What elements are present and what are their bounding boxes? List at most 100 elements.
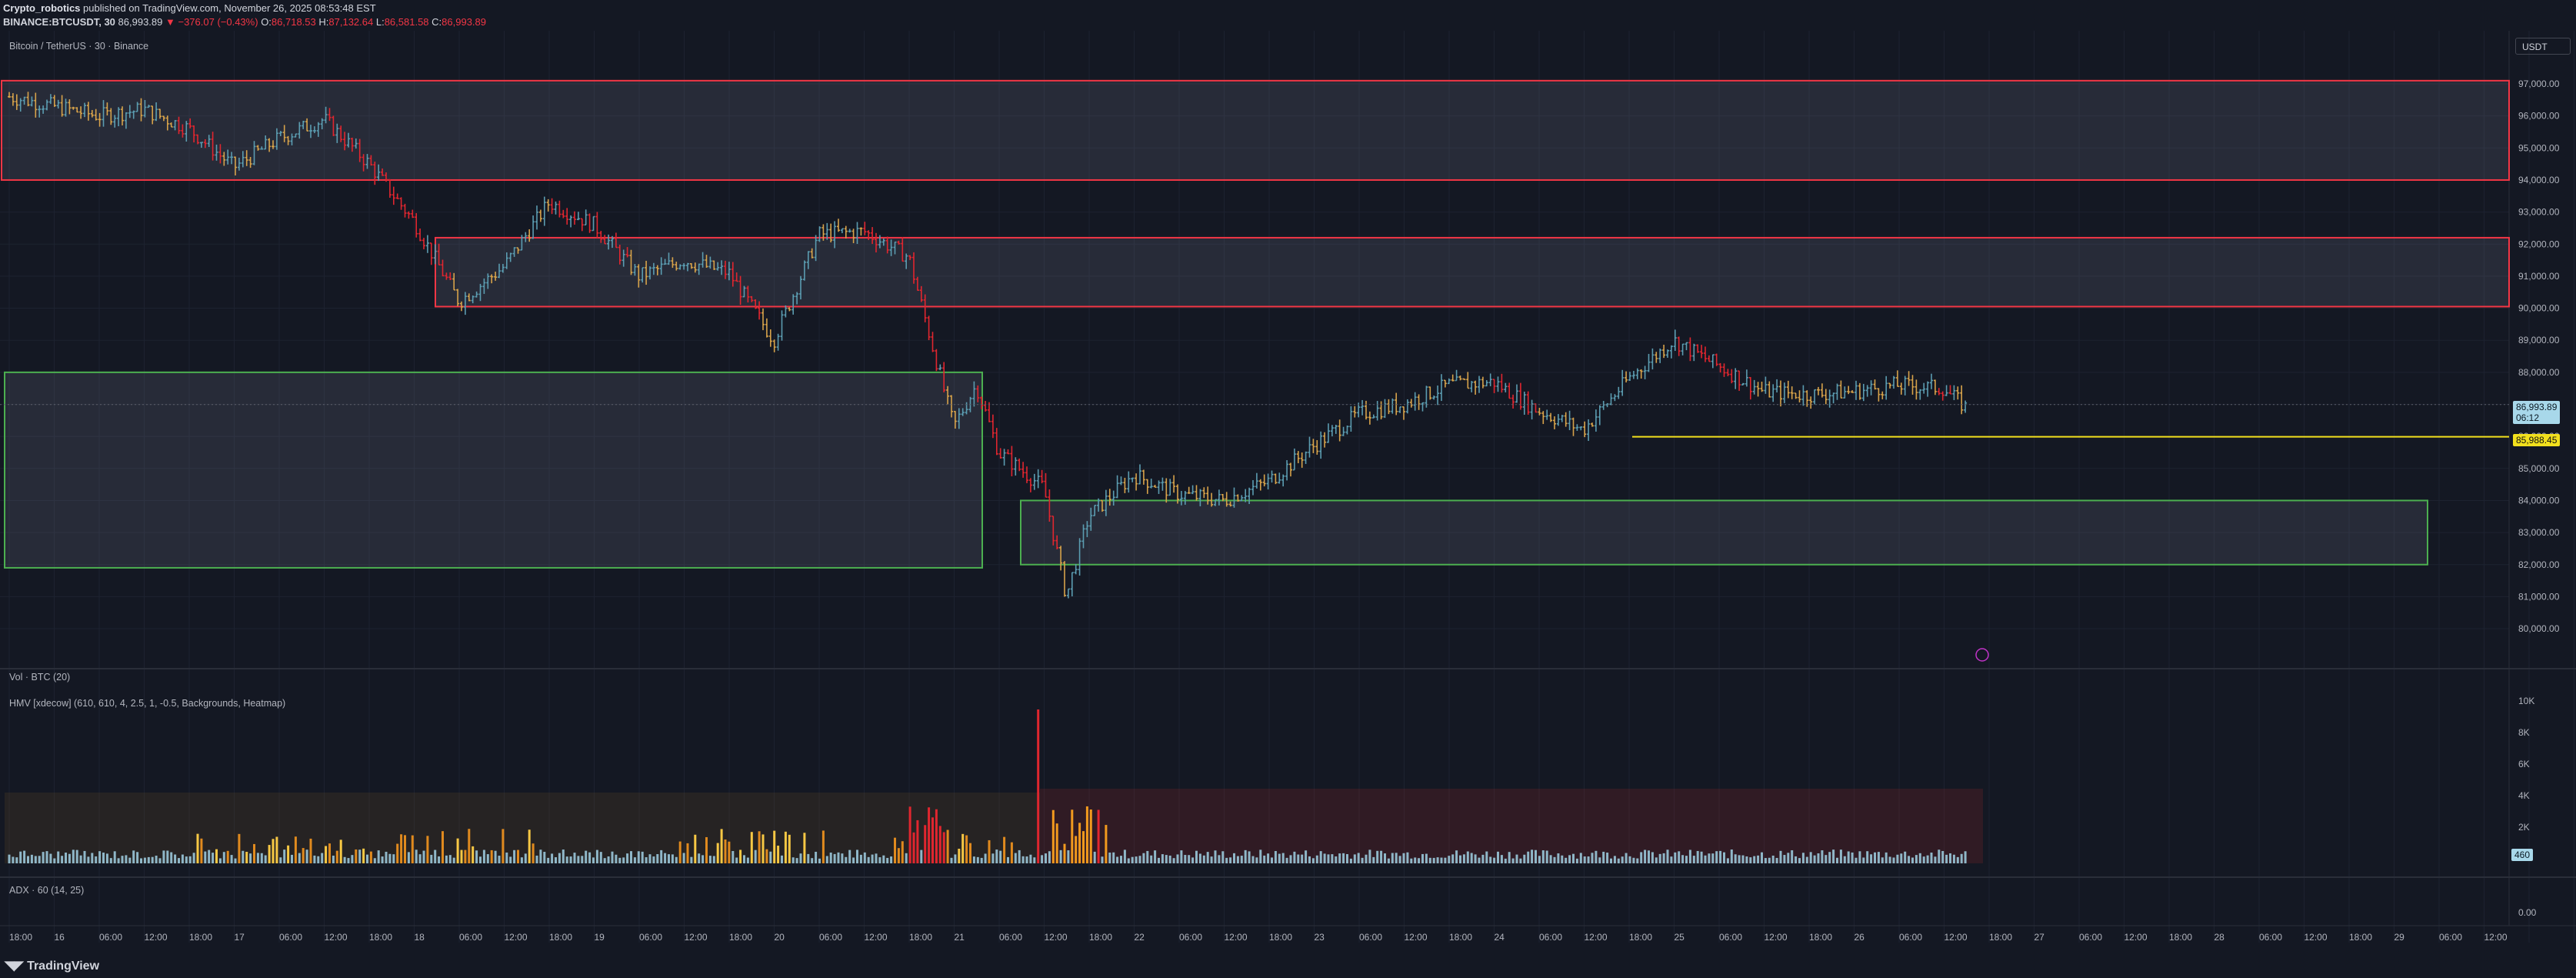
volume-bar — [829, 853, 832, 863]
volume-bar — [1791, 849, 1794, 863]
volume-bar — [1715, 851, 1718, 863]
volume-bar — [1014, 853, 1017, 863]
volume-bar — [27, 856, 29, 863]
volume-bar — [1610, 858, 1612, 863]
symbol-name[interactable]: BINANCE:BTCUSDT, 30 — [3, 16, 115, 28]
volume-bar — [1067, 850, 1070, 863]
volume-bar — [1908, 856, 1911, 863]
volume-bar — [143, 857, 146, 863]
volume-bar — [645, 857, 648, 863]
volume-bar — [1191, 857, 1195, 863]
volume-bar — [1384, 853, 1386, 863]
volume-bar — [765, 849, 768, 863]
volume-bar — [1813, 855, 1816, 863]
currency-button[interactable]: USDT — [2515, 38, 2571, 55]
volume-bar — [335, 850, 338, 863]
volume-bar — [1120, 856, 1122, 863]
volume-bar — [1595, 850, 1598, 863]
volume-bar — [1410, 858, 1413, 863]
volume-bar — [735, 857, 738, 863]
volume-bar — [1180, 850, 1183, 863]
volume-bar — [694, 834, 697, 863]
volume-bar — [249, 853, 252, 863]
last-price-tag: 86,993.89 06:12 — [2513, 401, 2561, 424]
time-axis-label: 18:00 — [1629, 932, 1652, 943]
price-axis-label: 91,000.00 — [2518, 271, 2560, 282]
volume-bar — [325, 846, 328, 863]
volume-bar — [1327, 854, 1330, 863]
author-name[interactable]: Crypto_robotics — [3, 2, 81, 14]
volume-bar — [1281, 853, 1285, 863]
time-axis-label: 06:00 — [2259, 932, 2282, 943]
volume-bar — [218, 858, 222, 863]
time-axis-label: 12:00 — [2124, 932, 2148, 943]
volume-bar — [1432, 857, 1435, 863]
time-axis-label: 12:00 — [2484, 932, 2508, 943]
volume-bar — [1150, 855, 1153, 863]
volume-bar — [664, 853, 667, 863]
hmv-legend[interactable]: HMV [xdecow] (610, 610, 4, 2.5, 1, -0.5,… — [9, 698, 286, 709]
volume-bar — [1082, 831, 1085, 863]
volume-bar — [272, 839, 275, 863]
volume-bar — [456, 838, 459, 863]
time-axis-label: 06:00 — [2439, 932, 2462, 943]
volume-bar — [339, 839, 342, 863]
volume-bar — [841, 853, 844, 863]
volume-bar — [999, 850, 1002, 863]
volume-bar — [445, 855, 448, 863]
volume-bar — [1161, 854, 1164, 863]
volume-bar — [95, 856, 98, 863]
volume-bar — [1462, 854, 1465, 863]
open-value: 86,718.53 — [271, 16, 316, 28]
volume-bar — [1681, 855, 1685, 863]
volume-axis-label: 6K — [2518, 759, 2530, 769]
volume-bar — [1154, 850, 1157, 863]
volume-bar — [264, 855, 267, 863]
volume-bar — [1123, 849, 1126, 863]
time-axis-label: 06:00 — [1179, 932, 1202, 943]
time-axis-label: 12:00 — [865, 932, 888, 943]
volume-bar — [1836, 857, 1838, 863]
volume-bar — [1696, 850, 1699, 863]
volume-bar — [1900, 853, 1903, 863]
volume-bar — [1033, 857, 1036, 863]
volume-bar — [1406, 852, 1409, 863]
volume-bar — [1734, 854, 1737, 863]
volume-bar — [622, 857, 625, 863]
volume-bar — [268, 845, 271, 863]
time-axis-label: 06:00 — [99, 932, 122, 943]
volume-bar — [1319, 851, 1322, 863]
volume-bar — [773, 830, 776, 863]
volume-bar — [1093, 851, 1096, 863]
volume-legend[interactable]: Vol · BTC (20) — [9, 672, 71, 683]
volume-bar — [938, 826, 941, 863]
volume-bar — [535, 855, 538, 863]
volume-axis-label: 8K — [2518, 727, 2530, 738]
adx-legend[interactable]: ADX · 60 (14, 25) — [9, 885, 85, 896]
zone-box-green — [4, 371, 983, 569]
volume-bar — [886, 857, 889, 863]
time-axis-label: 06:00 — [1899, 932, 1922, 943]
volume-bar — [924, 825, 927, 863]
volume-bar — [1267, 853, 1270, 863]
time-axis-label: 27 — [2034, 932, 2045, 943]
volume-bar — [750, 832, 753, 863]
volume-bar — [758, 831, 761, 863]
volume-bar — [490, 849, 493, 863]
volume-bar — [950, 857, 953, 863]
tradingview-logo[interactable]: ◥◤ TradingView — [5, 958, 99, 973]
volume-bar — [313, 855, 316, 863]
volume-bar — [128, 857, 132, 863]
volume-bar — [1372, 856, 1375, 863]
volume-bar — [615, 854, 618, 863]
chart-canvas[interactable]: 97,000.00 96,000.00 95,000.00 94,000.00 93,0… — [0, 31, 2576, 958]
volume-bar — [1451, 854, 1455, 863]
volume-bar — [1545, 850, 1548, 863]
volume-bar — [1636, 858, 1639, 863]
volume-bar — [1349, 858, 1352, 863]
volume-bar — [1184, 855, 1187, 863]
time-axis-label: 06:00 — [819, 932, 842, 943]
volume-bar — [45, 851, 48, 863]
volume-bar — [897, 848, 900, 863]
volume-bar — [98, 851, 102, 863]
